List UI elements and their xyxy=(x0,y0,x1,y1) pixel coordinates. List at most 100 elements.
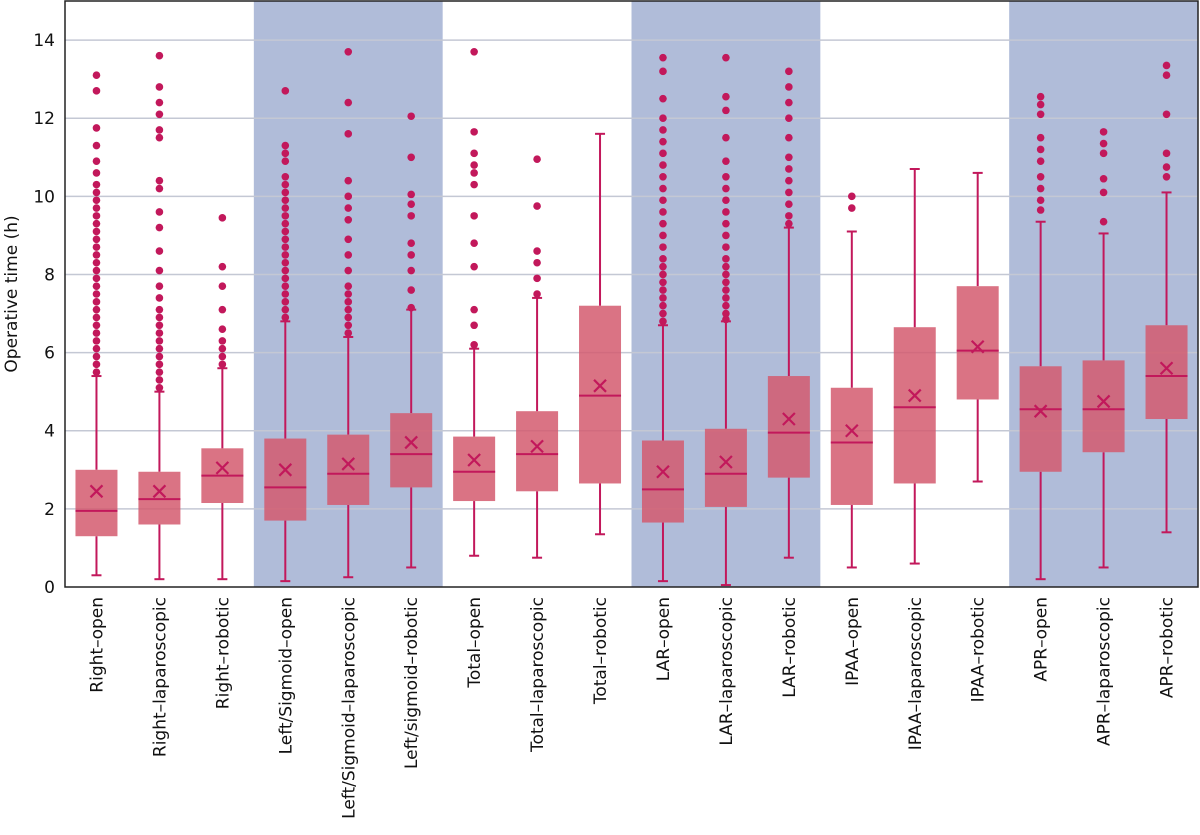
outlier-point xyxy=(659,301,667,310)
outlier-point xyxy=(344,204,353,212)
outlier-point xyxy=(407,303,415,312)
x-label-apr-robotic: APR–robotic xyxy=(1158,597,1178,698)
outlier-point xyxy=(785,200,793,208)
outlier-point xyxy=(92,368,101,376)
outlier-point xyxy=(407,266,415,275)
outlier-point xyxy=(218,344,227,353)
outlier-point xyxy=(1036,110,1045,119)
outlier-point xyxy=(155,321,164,330)
box-apr-robotic xyxy=(1145,61,1188,534)
box-ipaa-robotic xyxy=(956,171,999,483)
outlier-point xyxy=(92,251,101,259)
mean-marker xyxy=(215,461,230,475)
outlier-point xyxy=(92,219,101,228)
outlier-point xyxy=(722,270,730,279)
y-tick-label-2: 2 xyxy=(44,500,55,520)
y-tick-label-0: 0 xyxy=(44,578,55,598)
outlier-point xyxy=(281,212,290,220)
outlier-point xyxy=(344,192,353,201)
iqr-box xyxy=(1145,325,1188,420)
mean-marker xyxy=(656,464,670,479)
outlier-point xyxy=(92,258,101,267)
mean-marker xyxy=(1033,404,1048,418)
outlier-point xyxy=(722,196,730,205)
outlier-point xyxy=(533,202,541,210)
x-label-left-sigmoid-open: Left/Sigmoid–open xyxy=(276,597,296,754)
outlier-point xyxy=(281,305,290,314)
outlier-point xyxy=(533,155,541,164)
outlier-point xyxy=(722,53,730,62)
x-label-left-sigmoid-laparoscopic: Left/Sigmoid–laparoscopic xyxy=(339,597,359,819)
mean-marker xyxy=(89,484,104,499)
x-label-ipaa-laparoscopic: IPAA–laparoscopic xyxy=(906,597,926,750)
axes xyxy=(64,0,1199,588)
outlier-point xyxy=(281,290,290,298)
mean-marker xyxy=(341,457,356,471)
outlier-point xyxy=(1036,196,1045,205)
outlier-point xyxy=(92,313,101,322)
outlier-point xyxy=(533,290,541,298)
outlier-point xyxy=(1099,174,1108,183)
outlier-point xyxy=(155,337,164,345)
outlier-point xyxy=(407,200,415,208)
outlier-point xyxy=(407,190,415,199)
outlier-point xyxy=(659,219,667,228)
outlier-point xyxy=(344,215,353,224)
x-label-apr-laparoscopic: APR–laparoscopic xyxy=(1095,597,1115,746)
outlier-point xyxy=(155,305,164,314)
outlier-point xyxy=(281,274,290,283)
outlier-point xyxy=(722,219,730,228)
outlier-point xyxy=(722,309,730,318)
outlier-point xyxy=(1099,139,1108,148)
outlier-point xyxy=(344,235,353,244)
mean-marker xyxy=(404,435,418,450)
outlier-point xyxy=(155,98,164,107)
box-ipaa-laparoscopic xyxy=(893,167,936,565)
iqr-box xyxy=(390,413,433,488)
outlier-point xyxy=(281,235,290,244)
outlier-point xyxy=(659,309,667,318)
outlier-point xyxy=(1036,100,1045,109)
outlier-point xyxy=(659,243,667,251)
outlier-point xyxy=(659,255,667,263)
x-label-total-robotic: Total–robotic xyxy=(591,597,611,705)
outlier-point xyxy=(218,360,227,369)
outlier-point xyxy=(722,301,730,310)
outlier-point xyxy=(155,266,164,275)
outlier-point xyxy=(659,67,667,76)
outlier-point xyxy=(533,274,541,283)
outlier-point xyxy=(1036,184,1045,193)
outlier-point xyxy=(92,180,101,189)
outlier-point xyxy=(281,219,290,228)
outlier-point xyxy=(407,239,415,248)
outlier-point xyxy=(92,352,101,361)
outlier-point xyxy=(785,133,793,142)
outlier-point xyxy=(722,231,730,240)
iqr-box xyxy=(1019,366,1062,472)
x-label-right-robotic: Right–robotic xyxy=(213,597,233,709)
x-axis-category-labels: Right–open Right–laparoscopic Right–roboti… xyxy=(87,597,1177,819)
y-axis-title: Operative time (h) xyxy=(2,215,22,372)
iqr-box xyxy=(830,387,873,505)
outlier-point xyxy=(1099,149,1108,158)
outlier-point xyxy=(722,92,730,101)
iqr-box xyxy=(956,286,999,400)
box-total-robotic xyxy=(579,132,622,536)
outlier-point xyxy=(92,87,101,95)
mean-marker xyxy=(593,379,607,393)
outlier-point xyxy=(155,376,164,384)
box-left-sigmoid-open xyxy=(264,87,307,583)
outlier-point xyxy=(785,165,793,173)
outlier-point xyxy=(92,124,101,132)
outlier-point xyxy=(659,173,667,181)
box-right-open xyxy=(75,71,118,577)
outlier-point xyxy=(659,149,667,158)
x-label-right-open: Right–open xyxy=(87,597,107,693)
outlier-point xyxy=(470,212,478,220)
x-label-right-laparoscopic: Right–laparoscopic xyxy=(150,597,170,757)
outlier-point xyxy=(1036,206,1045,214)
outlier-point xyxy=(1099,188,1108,197)
box-lar-laparoscopic xyxy=(704,53,747,587)
outlier-point xyxy=(155,223,164,232)
